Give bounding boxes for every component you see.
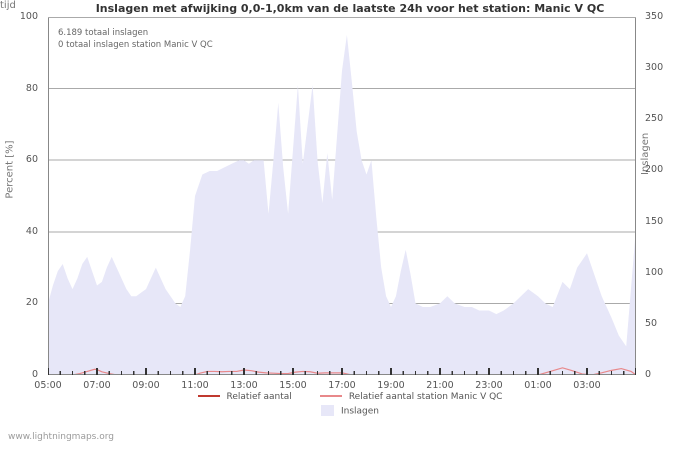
y-tick-label-right: 200 bbox=[645, 164, 664, 176]
line-series-relatief-aantal-station bbox=[48, 367, 636, 375]
y-tick-label-left: 60 bbox=[25, 154, 38, 166]
y-tick-label-right: 0 bbox=[645, 369, 652, 380]
y-tick-label-right: 350 bbox=[645, 11, 664, 22]
x-tick-label: 13:00 bbox=[230, 380, 258, 391]
x-tick-label: 01:00 bbox=[524, 380, 552, 391]
legend-line-swatch bbox=[319, 395, 342, 397]
legend-item-label: Relatief aantal bbox=[226, 392, 292, 402]
legend-item-label: Inslagen bbox=[340, 406, 380, 417]
x-tick-label: 15:00 bbox=[279, 380, 307, 391]
legend-area-swatch bbox=[320, 405, 334, 416]
legend-item[interactable]: Inslagen bbox=[320, 405, 380, 417]
x-tick-label: 21:00 bbox=[426, 380, 454, 391]
chart-title: Inslagen met afwijking 0,0-1,0km van de … bbox=[95, 2, 605, 15]
footer-attribution: www.lightningmaps.org bbox=[8, 432, 114, 442]
legend-item[interactable]: Relatief aantal bbox=[197, 392, 292, 403]
x-axis-label: tijd bbox=[0, 0, 16, 11]
y-tick-label-left: 0 bbox=[31, 369, 38, 380]
x-tick-label: 03:00 bbox=[573, 380, 601, 391]
y-tick-label-right: 100 bbox=[645, 266, 664, 278]
x-tick-label: 07:00 bbox=[83, 380, 111, 391]
x-tick-label: 09:00 bbox=[132, 380, 160, 391]
y-tick-label-right: 150 bbox=[645, 215, 664, 227]
legend-row-primary: Relatief aantal Relatief aantal station M… bbox=[0, 392, 700, 403]
y-tick-label-right: 300 bbox=[645, 62, 664, 74]
legend-item[interactable]: Relatief aantal station Manic V QC bbox=[319, 392, 503, 403]
x-tick-label: 19:00 bbox=[377, 380, 405, 391]
y-tick-label-right: 250 bbox=[645, 113, 664, 125]
y-axis-label-left: Percent [%] bbox=[4, 140, 16, 199]
x-tick-label: 05:00 bbox=[34, 380, 62, 391]
area-series-inslagen bbox=[48, 34, 636, 375]
y-tick-label-left: 80 bbox=[25, 82, 38, 94]
plot-svg bbox=[48, 17, 636, 375]
legend-item-label: Relatief aantal station Manic V QC bbox=[348, 392, 503, 402]
y-tick-label-left: 40 bbox=[25, 225, 38, 237]
annotation-station-strokes: 0 totaal inslagen station Manic V QC bbox=[58, 40, 213, 50]
plot-area bbox=[48, 17, 636, 375]
x-tick-label: 17:00 bbox=[328, 380, 356, 391]
y-tick-label-left: 20 bbox=[25, 297, 38, 309]
annotation-total-strokes: 6.189 totaal inslagen bbox=[58, 28, 149, 38]
legend-line-swatch bbox=[197, 395, 220, 397]
y-tick-label-left: 100 bbox=[19, 11, 38, 22]
x-tick-label: 23:00 bbox=[475, 380, 503, 391]
legend-row-secondary: Inslagen bbox=[0, 405, 700, 417]
x-tick-label: 11:00 bbox=[181, 380, 209, 391]
y-tick-label-right: 50 bbox=[645, 317, 658, 329]
